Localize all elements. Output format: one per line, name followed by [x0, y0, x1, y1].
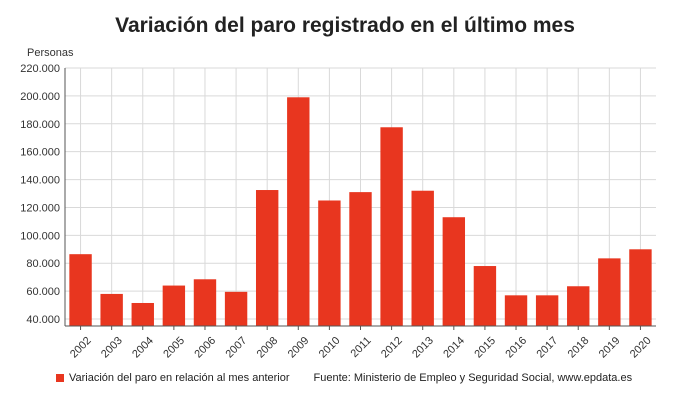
- bar-2018: [567, 286, 590, 326]
- bar-2012: [380, 127, 403, 327]
- bar-2011: [349, 192, 372, 326]
- x-tick-label: 2010: [317, 335, 343, 361]
- bar-2016: [504, 295, 528, 326]
- y-tick-label: 180.000: [20, 119, 60, 131]
- bar-2004: [131, 302, 154, 326]
- x-tick-label: 2008: [255, 335, 281, 361]
- bar-2003: [100, 293, 123, 326]
- x-tick-label: 2012: [379, 335, 405, 361]
- y-tick-label: 80.000: [26, 258, 60, 270]
- bar-2010: [318, 200, 341, 326]
- y-tick-label: 120.000: [20, 202, 60, 214]
- x-tick-label: 2007: [223, 335, 249, 361]
- x-tick-label: 2006: [192, 335, 218, 361]
- x-tick-label: 2019: [597, 335, 623, 361]
- legend-label: Variación del paro en relación al mes an…: [69, 372, 290, 384]
- chart-footer: Variación del paro en relación al mes an…: [56, 372, 632, 384]
- bar-2007: [224, 291, 248, 326]
- y-tick-label: 200.000: [20, 91, 60, 103]
- legend-swatch: [56, 374, 64, 382]
- chart-title: Variación del paro registrado en el últi…: [115, 14, 575, 37]
- x-tick-label: 2017: [535, 335, 561, 361]
- x-tick-label: 2018: [566, 335, 592, 361]
- source-note: Fuente: Ministerio de Empleo y Seguridad…: [313, 372, 633, 384]
- x-tick-label: 2011: [349, 335, 374, 360]
- x-tick-label: 2014: [441, 335, 467, 361]
- x-tick-label: 2004: [130, 335, 156, 361]
- x-tick-label: 2005: [161, 335, 187, 361]
- y-tick-label: 60.000: [26, 286, 60, 298]
- x-tick-label: 2016: [503, 335, 529, 361]
- bar-2019: [598, 258, 621, 326]
- bar-2020: [629, 249, 652, 326]
- x-tick-label: 2015: [472, 335, 498, 361]
- bar-2002: [69, 254, 92, 326]
- bar-2006: [193, 279, 217, 326]
- x-tick-label: 2003: [99, 335, 125, 361]
- bar-2005: [162, 285, 186, 326]
- y-axis-label: Personas: [27, 47, 74, 59]
- y-tick-label: 100.000: [20, 230, 60, 242]
- bar-2009: [287, 97, 310, 326]
- bar-2008: [255, 190, 279, 326]
- bar-2014: [442, 217, 466, 326]
- x-tick-label: 2002: [68, 335, 94, 361]
- x-tick-label: 2013: [410, 335, 436, 361]
- x-tick-label: 2009: [286, 335, 312, 361]
- y-tick-label: 40.000: [26, 314, 60, 326]
- bar-2017: [535, 295, 559, 326]
- bar-2013: [411, 190, 434, 326]
- y-tick-label: 220.000: [20, 63, 60, 75]
- y-tick-label: 160.000: [20, 147, 60, 159]
- bar-2015: [473, 266, 497, 326]
- y-tick-label: 140.000: [20, 175, 60, 187]
- x-tick-label: 2020: [628, 335, 654, 361]
